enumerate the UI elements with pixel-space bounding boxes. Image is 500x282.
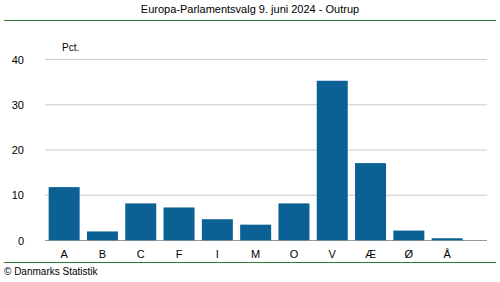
x-tick-label: Ø xyxy=(405,248,414,260)
x-tick-label: V xyxy=(329,248,337,260)
y-tick-label: 30 xyxy=(12,99,24,111)
grid-line xyxy=(45,195,487,196)
y-axis-label: Pct. xyxy=(62,42,79,53)
title: Europa-Parlamentsvalg 9. juni 2024 - Out… xyxy=(141,3,359,15)
bar xyxy=(432,238,463,240)
bar xyxy=(125,203,156,240)
x-tick-label: Æ xyxy=(365,248,376,260)
x-tick-label: F xyxy=(176,248,183,260)
frame-line xyxy=(4,20,496,21)
y-tick-label: 20 xyxy=(12,144,24,156)
bars xyxy=(49,81,463,241)
grid-line xyxy=(45,104,487,105)
bar xyxy=(355,163,386,240)
y-tick-label: 40 xyxy=(12,54,24,66)
y-tick-label: 0 xyxy=(18,235,24,247)
x-tick-label: O xyxy=(290,248,299,260)
bar xyxy=(164,207,195,240)
bar xyxy=(202,219,233,240)
chart-container: Europa-Parlamentsvalg 9. juni 2024 - Out… xyxy=(0,0,500,282)
grid-line xyxy=(45,150,487,151)
source-note: © Danmarks Statistik xyxy=(4,266,99,277)
bar xyxy=(393,231,424,241)
y-tick-label: 10 xyxy=(12,189,24,201)
x-tick-label: A xyxy=(60,248,68,260)
x-tick-label: B xyxy=(99,248,106,260)
bar xyxy=(49,187,80,240)
x-tick-label: I xyxy=(216,248,219,260)
x-tick-label: M xyxy=(251,248,260,260)
x-tick-label: C xyxy=(137,248,145,260)
bar xyxy=(240,225,271,241)
x-tick-label: Å xyxy=(443,248,451,260)
bar xyxy=(278,203,309,240)
grid-line xyxy=(45,59,487,60)
chart: Europa-Parlamentsvalg 9. juni 2024 - Out… xyxy=(0,0,500,282)
frame-line xyxy=(4,262,496,263)
bar xyxy=(317,81,348,241)
bar xyxy=(87,231,118,240)
